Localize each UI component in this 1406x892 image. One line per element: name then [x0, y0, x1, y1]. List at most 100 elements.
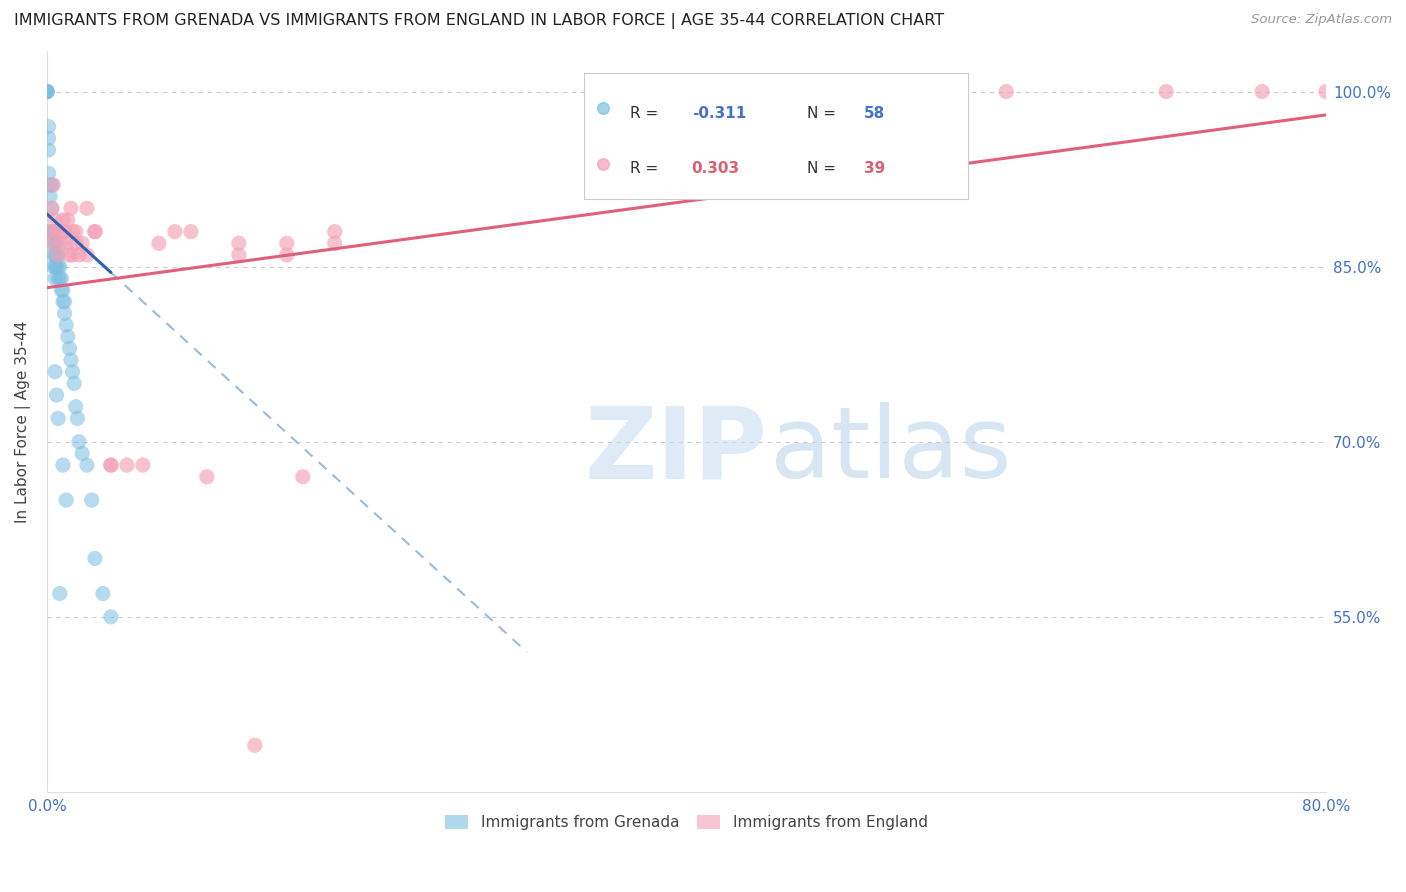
Point	[100, 458, 122, 472]
Point	[62, 365, 84, 379]
Point	[243, 738, 266, 752]
Point	[276, 248, 298, 262]
Point	[41, 201, 63, 215]
Point	[42, 236, 65, 251]
Point	[55, 318, 77, 332]
Point	[180, 225, 202, 239]
Point	[42, 248, 65, 262]
Point	[35, 85, 58, 99]
Point	[55, 236, 77, 251]
Point	[38, 131, 60, 145]
Y-axis label: In Labor Force | Age 35-44: In Labor Force | Age 35-44	[15, 320, 31, 523]
Point	[1154, 85, 1177, 99]
Point	[51, 271, 73, 285]
Point	[276, 236, 298, 251]
Point	[76, 458, 98, 472]
Text: IMMIGRANTS FROM GRENADA VS IMMIGRANTS FROM ENGLAND IN LABOR FORCE | AGE 35-44 CO: IMMIGRANTS FROM GRENADA VS IMMIGRANTS FR…	[14, 13, 945, 29]
Point	[38, 166, 60, 180]
Point	[59, 201, 82, 215]
Point	[46, 248, 69, 262]
Point	[49, 260, 72, 274]
Point	[67, 248, 90, 262]
Point	[35, 85, 58, 99]
Text: Source: ZipAtlas.com: Source: ZipAtlas.com	[1251, 13, 1392, 27]
Text: ZIP: ZIP	[583, 402, 768, 500]
Point	[995, 85, 1018, 99]
Point	[65, 400, 87, 414]
Point	[51, 283, 73, 297]
Point	[67, 434, 90, 449]
Point	[46, 411, 69, 425]
Point	[323, 225, 346, 239]
Point	[62, 225, 84, 239]
Point	[52, 213, 75, 227]
Point	[1315, 85, 1337, 99]
Point	[91, 586, 114, 600]
Point	[291, 469, 314, 483]
Point	[115, 458, 138, 472]
Point	[100, 610, 122, 624]
Point	[49, 225, 72, 239]
Point	[45, 388, 67, 402]
Point	[41, 225, 63, 239]
Point	[44, 248, 66, 262]
Point	[39, 189, 62, 203]
Point	[49, 271, 72, 285]
Point	[84, 551, 107, 566]
Point	[44, 213, 66, 227]
Point	[55, 493, 77, 508]
Point	[35, 85, 58, 99]
Point	[148, 236, 170, 251]
Point	[49, 586, 72, 600]
Point	[42, 225, 65, 239]
Point	[39, 236, 62, 251]
Point	[52, 458, 75, 472]
Point	[44, 260, 66, 274]
Point	[65, 236, 87, 251]
Point	[41, 178, 63, 192]
Point	[46, 271, 69, 285]
Text: atlas: atlas	[769, 402, 1011, 500]
Point	[45, 225, 67, 239]
Point	[80, 493, 103, 508]
Point	[58, 248, 80, 262]
Point	[228, 248, 250, 262]
Point	[76, 201, 98, 215]
Point	[76, 248, 98, 262]
Point	[65, 225, 87, 239]
Point	[52, 283, 75, 297]
Point	[62, 248, 84, 262]
Point	[51, 236, 73, 251]
Point	[42, 260, 65, 274]
Point	[42, 178, 65, 192]
Point	[66, 411, 89, 425]
Point	[84, 225, 107, 239]
Point	[35, 85, 58, 99]
Point	[56, 213, 79, 227]
Point	[44, 236, 66, 251]
Point	[44, 365, 66, 379]
Point	[1251, 85, 1274, 99]
Point	[38, 120, 60, 134]
Point	[53, 306, 76, 320]
Point	[84, 225, 107, 239]
Point	[45, 236, 67, 251]
Point	[46, 248, 69, 262]
Point	[46, 260, 69, 274]
Point	[45, 248, 67, 262]
Point	[323, 236, 346, 251]
Point	[59, 353, 82, 368]
Point	[39, 225, 62, 239]
Point	[39, 178, 62, 192]
Point	[44, 271, 66, 285]
Point	[195, 469, 218, 483]
Point	[53, 225, 76, 239]
Point	[70, 446, 93, 460]
Point	[100, 458, 122, 472]
Point	[41, 201, 63, 215]
Point	[53, 294, 76, 309]
Point	[38, 225, 60, 239]
Legend: Immigrants from Grenada, Immigrants from England: Immigrants from Grenada, Immigrants from…	[439, 809, 934, 836]
Point	[132, 458, 155, 472]
Point	[45, 260, 67, 274]
